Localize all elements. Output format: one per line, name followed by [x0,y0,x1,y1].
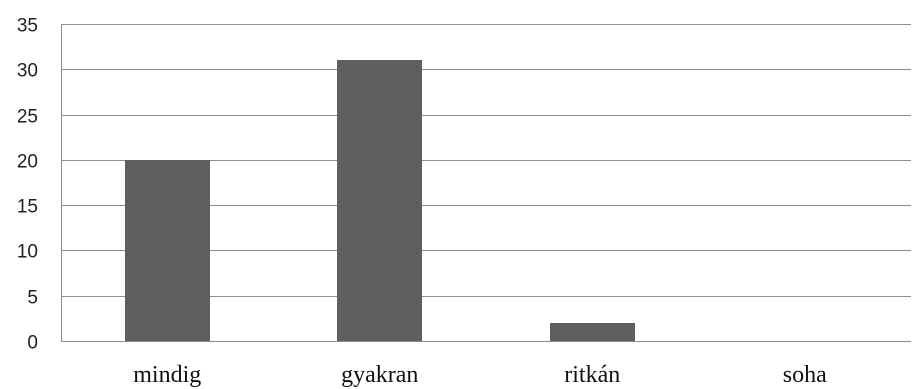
y-tick-label: 5 [27,288,38,309]
y-tick-label: 20 [17,152,38,173]
y-tick-label: 0 [27,333,38,354]
bars [125,60,635,341]
x-tick-label-mindig: mindig [133,362,201,388]
y-tick-label: 10 [17,242,38,263]
y-tick-label: 25 [17,107,38,128]
x-tick-label-ritkán: ritkán [564,362,620,388]
y-tick-label: 35 [17,16,38,37]
bar-gyakran [337,60,422,341]
bar-mindig [125,160,210,341]
x-tick-labels: mindig gyakran ritkán soha [133,362,827,388]
bar-ritkán [550,323,635,341]
y-tick-label: 15 [17,197,38,218]
y-tick-labels: 0 5 10 15 20 25 30 35 [17,16,38,354]
x-tick-label-soha: soha [783,362,827,388]
x-tick-label-gyakran: gyakran [341,362,418,388]
y-tick-label: 30 [17,61,38,82]
